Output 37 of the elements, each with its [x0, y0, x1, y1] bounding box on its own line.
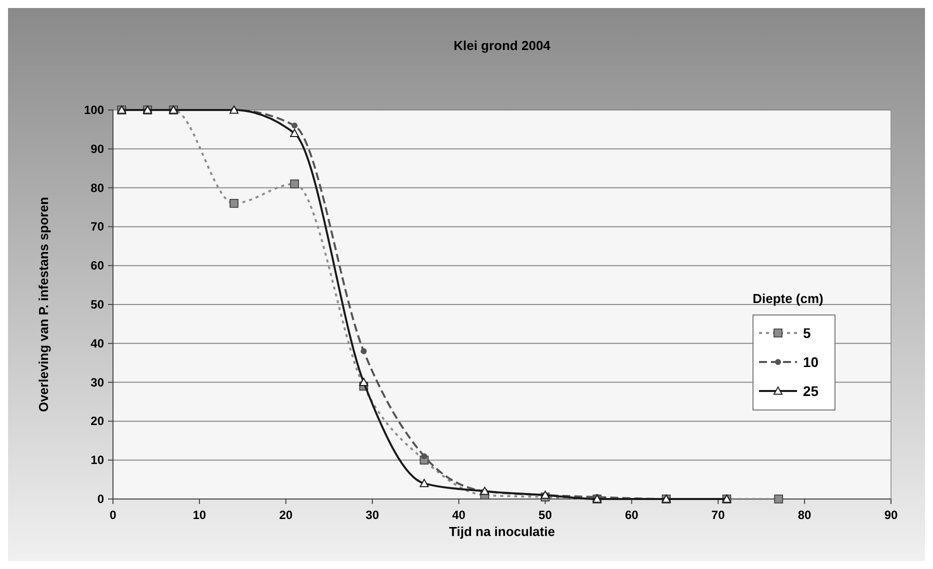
point [420, 478, 429, 488]
point [290, 128, 300, 138]
legend-title: Diepte (cm) [752, 291, 824, 306]
x-tick-label: 60 [624, 508, 639, 522]
y-tick-label: 40 [90, 336, 104, 350]
legend-label: 10 [803, 354, 819, 370]
x-tick-label: 0 [110, 508, 117, 522]
x-axis-title: Tijd na inoculatie [449, 524, 555, 539]
y-tick-label: 80 [90, 180, 104, 195]
x-tick-label: 90 [884, 508, 898, 522]
y-tick-label: 20 [90, 414, 104, 428]
y-tick-label: 0 [97, 492, 104, 506]
x-tick-label: 70 [711, 508, 726, 522]
point [774, 494, 784, 504]
y-axis-title: Overleving van P. infestans sporen [36, 196, 51, 412]
point [230, 198, 238, 208]
y-tick-label: 100 [84, 103, 104, 117]
point [421, 453, 428, 460]
y-tick-label: 90 [90, 142, 104, 156]
y-tick-label: 60 [90, 258, 104, 273]
y-tick-label: 70 [90, 220, 104, 234]
y-tick-label: 30 [90, 375, 104, 390]
chart-title: Klei grond 2004 [454, 38, 552, 53]
x-tick-label: 20 [279, 508, 293, 522]
point [292, 122, 298, 129]
x-tick-label: 30 [366, 508, 380, 522]
x-tick-label: 50 [538, 508, 552, 522]
point [359, 378, 368, 386]
x-tick-label: 40 [452, 508, 466, 522]
point [360, 348, 367, 354]
x-tick-label: 10 [192, 508, 206, 522]
y-tick-label: 10 [90, 453, 104, 468]
legend-label: 5 [803, 325, 811, 341]
legend-label: 25 [803, 383, 819, 399]
x-tick-label: 80 [798, 508, 812, 522]
point [290, 180, 299, 188]
y-tick-label: 50 [90, 298, 104, 312]
